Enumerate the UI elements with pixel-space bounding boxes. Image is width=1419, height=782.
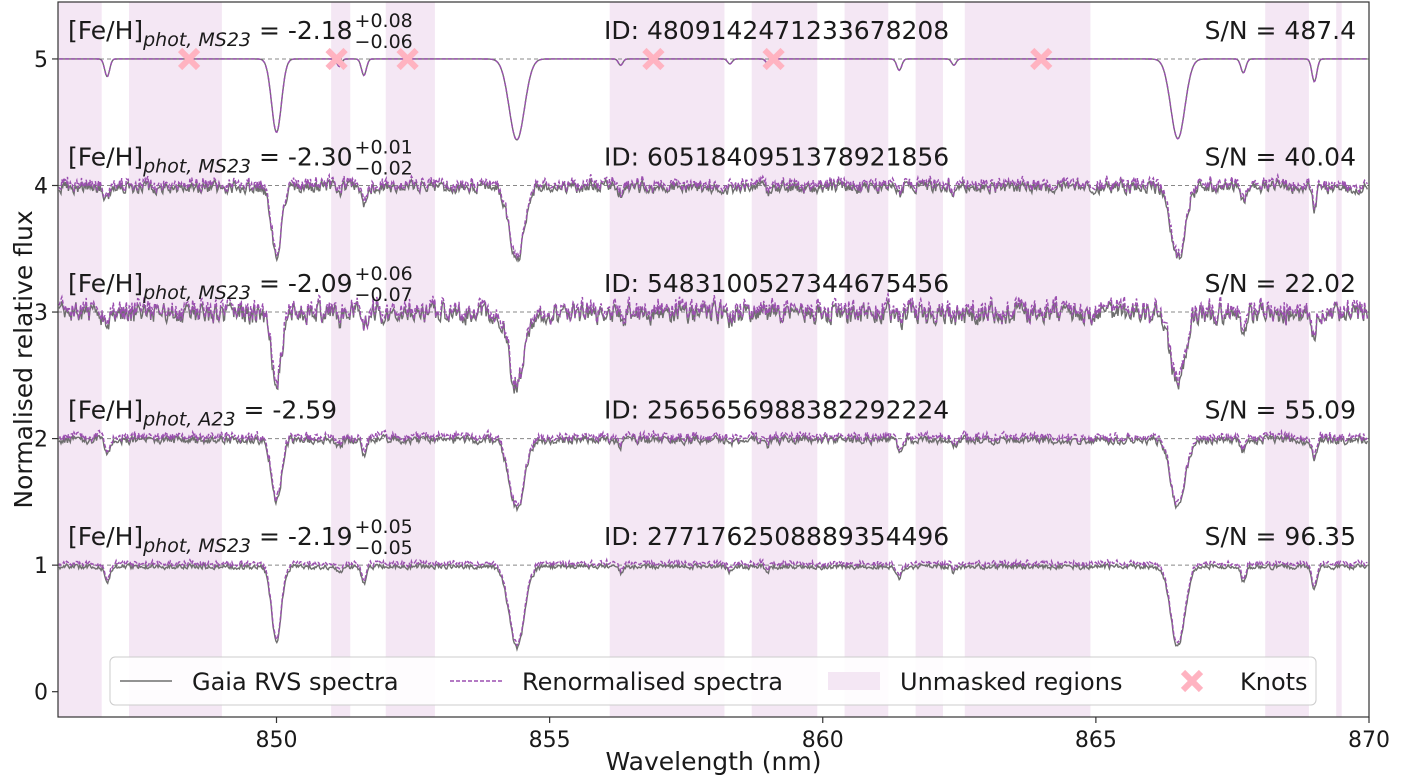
series-labels: [Fe/H]phot, MS23 = -2.18 +0.08−0.06 ID: 48… [68,10,1356,559]
source-id-label: ID: 2565656988382292224 [604,396,949,425]
feh-label: [Fe/H]phot, MS23 = -2.30 [68,142,353,177]
source-id-label: ID: 2771762508889354496 [604,522,949,551]
y-tick-label: 0 [34,681,48,706]
y-tick-label: 5 [34,48,48,73]
y-tick-label: 3 [34,301,48,326]
legend-label: Knots [1240,668,1308,696]
y-axis: 0 1 2 3 4 5 [34,48,58,706]
feh-label: [Fe/H]phot, MS23 = -2.09 [68,269,353,304]
unmasked-region [915,2,943,717]
unmasked-region [844,2,889,717]
unmasked-regions [58,2,1342,717]
unmasked-region [58,2,102,717]
unmasked-region [609,2,725,717]
feh-upper-error: +0.06 [355,263,413,285]
unmasked-region [1265,2,1309,717]
legend-item: Unmasked regions [828,668,1122,696]
legend-swatch-patch [828,672,880,690]
feh-label: [Fe/H]phot, MS23 = -2.18 [68,16,353,51]
legend-item: Renormalised spectra [450,668,783,696]
x-tick-label: 870 [1348,728,1390,753]
y-tick-label: 4 [34,174,48,199]
knot-marker [396,47,419,71]
unmasked-region [751,2,818,717]
gaia-spectrum-line [58,177,1369,263]
x-axis-label: Wavelength (nm) [606,747,822,776]
unmasked-region [129,2,222,717]
legend-label: Unmasked regions [900,668,1122,696]
feh-upper-error: +0.05 [355,516,413,538]
sn-label: S/N = 55.09 [1205,396,1356,425]
knot-marker [325,47,348,71]
y-tick-label: 2 [34,428,48,453]
feh-label: [Fe/H]phot, MS23 = -2.19 [68,522,353,557]
legend: Gaia RVS spectra Renormalised spectra Unma… [109,656,1317,706]
knot-marker [642,47,665,71]
source-id-label: ID: 4809142471233678208 [604,16,949,45]
feh-lower-error: −0.06 [355,31,413,53]
feh-upper-error: +0.08 [355,10,413,32]
source-id-label: ID: 6051840951378921856 [604,142,949,171]
renormalised-spectrum-line [58,428,1369,507]
renormalised-spectrum-line [59,58,1368,141]
renormalised-spectrum-line [58,172,1368,260]
knot-markers [177,47,1053,71]
knot-marker [762,47,785,71]
unmasked-region [964,2,1091,717]
feh-lower-error: −0.05 [355,537,413,559]
legend-label: Gaia RVS spectra [192,668,399,696]
legend-box [109,656,1317,706]
legend-item: Knots [1180,668,1308,696]
x-tick-label: 860 [802,728,844,753]
x-tick-label: 855 [529,728,571,753]
unmasked-region [385,2,435,717]
gaia-spectrum-line [58,432,1369,513]
spectra-lines [58,58,1369,652]
unmasked-region [331,2,351,717]
gaia-spectrum-line [58,562,1368,652]
legend-item: Gaia RVS spectra [120,668,399,696]
legend-swatch-knot [1180,669,1204,693]
unmasked-region [1336,2,1342,717]
feh-lower-error: −0.02 [355,157,413,179]
sn-label: S/N = 487.4 [1205,16,1356,45]
feh-label: [Fe/H]phot, A23 = -2.59 [68,396,337,431]
sn-label: S/N = 96.35 [1205,522,1356,551]
source-id-label: ID: 5483100527344675456 [604,269,949,298]
legend-label: Renormalised spectra [522,668,783,696]
feh-upper-error: +0.01 [355,136,413,158]
y-axis-label: Normalised relative flux [9,210,38,508]
sn-label: S/N = 40.04 [1205,142,1356,171]
sn-label: S/N = 22.02 [1205,269,1356,298]
x-axis: 850 855 860 865 870 [256,717,1390,753]
x-tick-label: 850 [256,728,298,753]
x-tick-label: 865 [1075,728,1117,753]
feh-lower-error: −0.07 [355,284,413,306]
knot-marker [1030,47,1053,71]
y-tick-label: 1 [34,554,48,579]
gaia-spectrum-line [58,298,1369,394]
knot-marker [177,47,201,71]
plot-frame [57,1,1370,718]
